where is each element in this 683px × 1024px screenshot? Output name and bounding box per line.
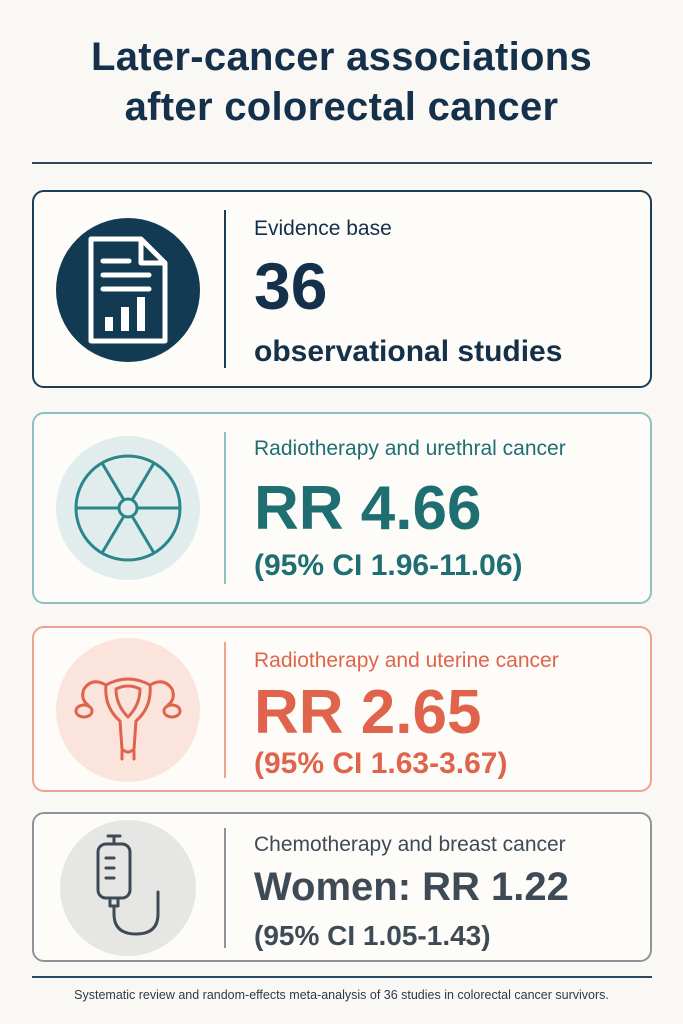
- card-value: 36: [254, 249, 328, 323]
- radiation-icon-circle: [56, 436, 200, 580]
- card-value: RR 4.66: [254, 474, 482, 543]
- card-detail: (95% CI 1.96-11.06): [254, 549, 523, 582]
- title-divider: [32, 162, 652, 164]
- breast-cancer-card: Chemotherapy and breast cancer Women: RR…: [32, 812, 652, 962]
- uterus-icon: [74, 677, 182, 761]
- radiation-icon: [74, 454, 182, 562]
- card-divider: [224, 432, 226, 584]
- uterine-cancer-card: Radiotherapy and uterine cancer RR 2.65 …: [32, 626, 652, 792]
- card-label: Evidence base: [254, 217, 392, 240]
- card-label: Chemotherapy and breast cancer: [254, 833, 566, 856]
- card-value: RR 2.65: [254, 678, 482, 747]
- evidence-icon-circle: [56, 218, 200, 362]
- iv-bag-icon-circle: [60, 820, 196, 956]
- footer-note: Systematic review and random-effects met…: [74, 988, 609, 1002]
- title-line-2: after colorectal cancer: [124, 85, 559, 129]
- card-divider: [224, 210, 226, 368]
- card-label: Radiotherapy and urethral cancer: [254, 437, 566, 460]
- card-detail: observational studies: [254, 335, 563, 368]
- card-label: Radiotherapy and uterine cancer: [254, 649, 559, 672]
- uterus-icon-circle: [56, 638, 200, 782]
- card-detail: (95% CI 1.05-1.43): [254, 920, 491, 951]
- card-detail: (95% CI 1.63-3.67): [254, 747, 508, 780]
- iv-bag-icon: [96, 834, 160, 936]
- document-chart-icon: [88, 236, 168, 344]
- card-divider: [224, 828, 226, 948]
- page-title: Later-cancer associations after colorect…: [0, 32, 683, 132]
- title-line-1: Later-cancer associations: [90, 35, 593, 79]
- footer-divider: [32, 976, 652, 978]
- card-divider: [224, 642, 226, 778]
- card-value: Women: RR 1.22: [254, 865, 569, 909]
- urethral-cancer-card: Radiotherapy and urethral cancer RR 4.66…: [32, 412, 652, 604]
- evidence-card: Evidence base 36 observational studies: [32, 190, 652, 388]
